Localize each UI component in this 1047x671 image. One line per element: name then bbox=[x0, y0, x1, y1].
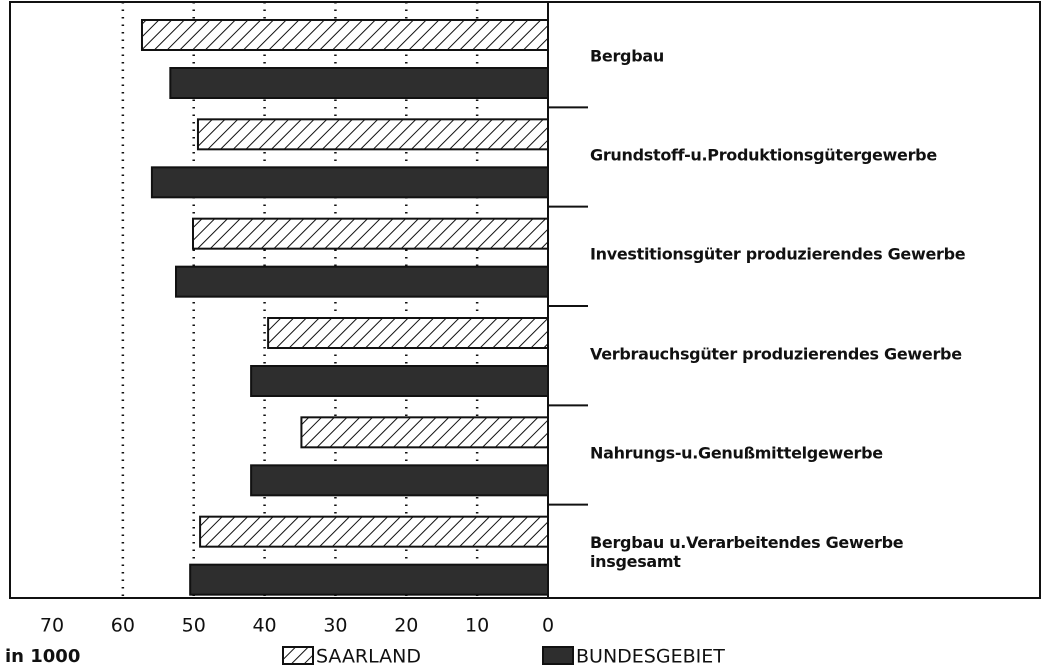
bar bbox=[250, 464, 549, 497]
bar bbox=[192, 217, 549, 250]
category-label: Bergbau u.Verarbeitendes Gewerbe insgesa… bbox=[590, 533, 904, 572]
bar bbox=[169, 67, 549, 99]
bar bbox=[196, 118, 549, 151]
bar bbox=[199, 515, 549, 548]
category-label: Bergbau bbox=[590, 46, 664, 66]
x-tick-label: 70 bbox=[40, 615, 64, 637]
x-tick-label: 10 bbox=[465, 615, 489, 637]
bar bbox=[175, 265, 549, 298]
legend-label: BUNDESGEBIET bbox=[576, 646, 725, 668]
x-tick-label: 20 bbox=[394, 615, 418, 637]
x-tick-label: 60 bbox=[111, 615, 135, 637]
frame bbox=[9, 1, 1041, 599]
bar bbox=[250, 365, 549, 397]
category-label: Investitionsgüter produzierendes Gewerbe bbox=[590, 244, 966, 264]
axis-label: in 1000 bbox=[5, 646, 80, 667]
x-tick-label: 30 bbox=[323, 615, 347, 637]
x-tick-label: 50 bbox=[182, 615, 206, 637]
legend-label: SAARLAND bbox=[316, 646, 421, 668]
bar bbox=[267, 317, 549, 349]
x-tick-label: 0 bbox=[542, 615, 554, 637]
bar bbox=[189, 563, 550, 596]
x-tick-label: 40 bbox=[252, 615, 276, 637]
legend-swatch bbox=[542, 646, 574, 665]
bar bbox=[300, 416, 549, 449]
category-label: Verbrauchsgüter produzierendes Gewerbe bbox=[590, 344, 962, 364]
category-label: Grundstoff-u.Produktionsgütergewerbe bbox=[590, 145, 937, 165]
category-label: Nahrungs-u.Genußmittelgewerbe bbox=[590, 443, 883, 463]
bar bbox=[140, 19, 549, 51]
legend-swatch bbox=[282, 646, 314, 665]
bar bbox=[150, 166, 549, 199]
